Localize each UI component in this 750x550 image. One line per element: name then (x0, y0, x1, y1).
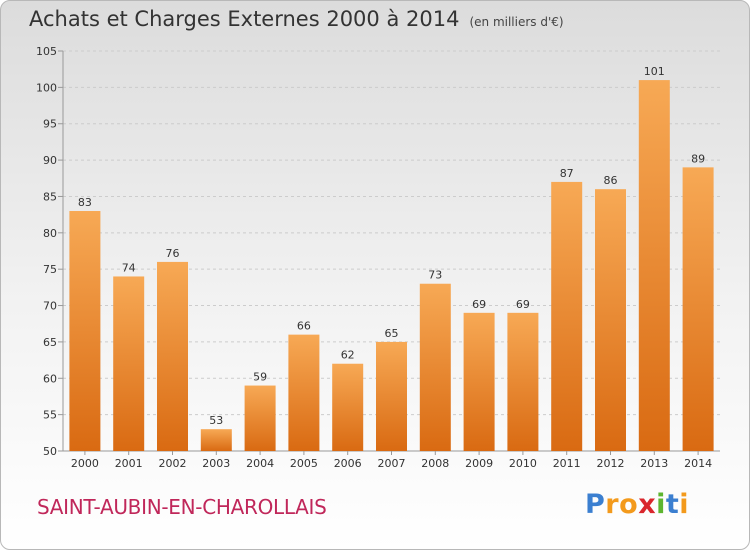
data-label: 59 (253, 371, 267, 384)
bar (376, 341, 407, 451)
data-label: 53 (209, 414, 223, 427)
x-tick-label: 2014 (684, 457, 712, 470)
unit-label: (en milliers d'€) (469, 15, 564, 29)
y-tick-label: 55 (43, 409, 57, 422)
x-tick-label: 2001 (115, 457, 143, 470)
y-tick-label: 95 (43, 118, 57, 131)
y-tick-label: 80 (43, 227, 57, 240)
chart-title: Achats et Charges Externes 2000 à 2014 (e… (29, 7, 564, 31)
x-tick-label: 2011 (553, 457, 581, 470)
x-tick-label: 2006 (334, 457, 362, 470)
bar (419, 283, 451, 451)
proxiti-logo: Proxiti (585, 489, 689, 520)
y-tick-label: 90 (43, 154, 57, 167)
commune-name: SAINT-AUBIN-EN-CHAROLLAIS (37, 495, 327, 519)
y-tick-label: 60 (43, 372, 57, 385)
bar (595, 189, 626, 451)
bar (638, 80, 670, 451)
y-tick-label: 105 (36, 45, 57, 58)
x-tick-label: 2007 (378, 457, 406, 470)
logo-letter: o (619, 489, 639, 520)
data-label: 86 (604, 174, 618, 187)
logo-letter: i (656, 489, 666, 520)
data-label: 69 (516, 298, 530, 311)
data-label: 101 (644, 65, 665, 78)
data-label: 87 (560, 167, 574, 180)
x-tick-label: 2012 (597, 457, 625, 470)
title-text: Achats et Charges Externes 2000 à 2014 (29, 7, 460, 31)
data-label: 89 (691, 152, 705, 165)
data-label: 66 (297, 320, 311, 333)
bar (463, 312, 495, 451)
logo-letter: t (665, 489, 680, 520)
bar (507, 312, 539, 451)
x-tick-label: 2004 (246, 457, 274, 470)
data-label: 76 (166, 247, 180, 260)
x-tick-label: 2008 (421, 457, 449, 470)
bar (551, 181, 583, 451)
logo-letter: i (679, 489, 690, 520)
y-tick-label: 50 (43, 445, 57, 458)
x-tick-label: 2002 (159, 457, 187, 470)
x-tick-label: 2009 (465, 457, 493, 470)
bar (332, 363, 364, 451)
bar (682, 167, 714, 451)
data-label: 73 (428, 269, 442, 282)
y-tick-label: 85 (43, 190, 57, 203)
x-tick-label: 2013 (640, 457, 668, 470)
y-tick-label: 65 (43, 336, 57, 349)
bar (69, 211, 101, 451)
y-tick-label: 70 (43, 300, 57, 313)
logo-letter: P (585, 489, 606, 520)
data-label: 83 (78, 196, 92, 209)
bar (244, 385, 276, 451)
bar (200, 429, 232, 451)
y-tick-label: 75 (43, 263, 57, 276)
data-label: 74 (122, 261, 136, 274)
x-tick-label: 2005 (290, 457, 318, 470)
bar (157, 261, 188, 451)
bar (113, 276, 145, 451)
logo-letter: r (605, 489, 620, 520)
y-tick-label: 100 (36, 81, 57, 94)
data-label: 62 (341, 349, 355, 362)
x-tick-label: 2003 (202, 457, 230, 470)
data-label: 69 (472, 298, 486, 311)
bar (288, 334, 320, 451)
data-label: 65 (385, 327, 399, 340)
x-tick-label: 2000 (71, 457, 99, 470)
logo-letter: x (638, 489, 657, 520)
x-tick-label: 2010 (509, 457, 537, 470)
